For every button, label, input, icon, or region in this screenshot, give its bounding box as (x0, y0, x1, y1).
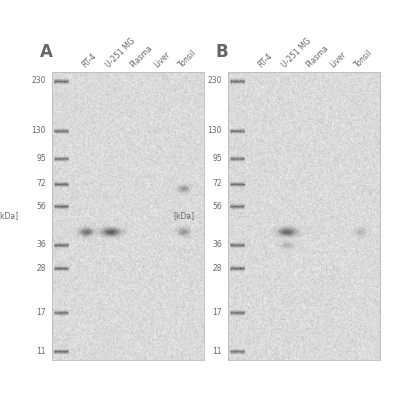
Text: 17: 17 (212, 308, 222, 317)
Text: 95: 95 (212, 154, 222, 163)
Text: 95: 95 (36, 154, 46, 163)
Text: 56: 56 (212, 202, 222, 210)
Text: 17: 17 (36, 308, 46, 317)
Text: [kDa]: [kDa] (0, 212, 18, 220)
Text: A: A (40, 43, 53, 61)
Text: Liver: Liver (329, 50, 348, 69)
Text: U-251 MG: U-251 MG (104, 36, 137, 69)
Text: Tonsil: Tonsil (177, 48, 198, 69)
Text: U-251 MG: U-251 MG (280, 36, 313, 69)
Text: Plasma: Plasma (128, 43, 154, 69)
Text: B: B (216, 43, 228, 61)
Text: Plasma: Plasma (304, 43, 330, 69)
Text: 72: 72 (36, 179, 46, 188)
Text: 11: 11 (212, 347, 222, 356)
Text: RT-4: RT-4 (256, 51, 274, 69)
Text: Liver: Liver (153, 50, 172, 69)
Text: 72: 72 (212, 179, 222, 188)
Text: 36: 36 (212, 240, 222, 249)
Text: 28: 28 (212, 264, 222, 272)
Text: 130: 130 (208, 126, 222, 135)
Text: RT-4: RT-4 (80, 51, 98, 69)
Text: 56: 56 (36, 202, 46, 210)
Text: [kDa]: [kDa] (174, 212, 194, 220)
Text: 130: 130 (32, 126, 46, 135)
Text: 36: 36 (36, 240, 46, 249)
Text: Tonsil: Tonsil (353, 48, 374, 69)
Text: 28: 28 (36, 264, 46, 272)
Text: 230: 230 (32, 76, 46, 85)
Text: 11: 11 (36, 347, 46, 356)
Text: 230: 230 (208, 76, 222, 85)
